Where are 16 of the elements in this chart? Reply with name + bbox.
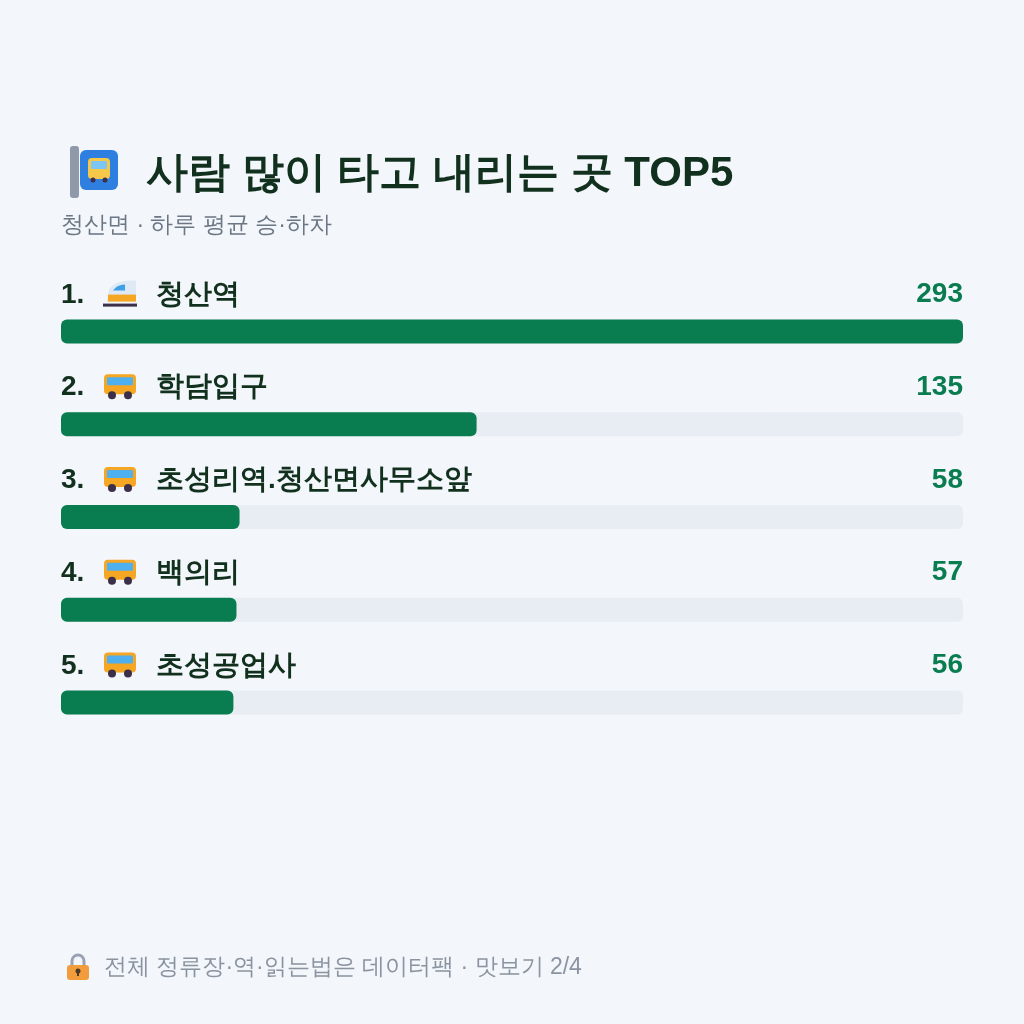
data-label: 293 bbox=[916, 277, 963, 309]
data-label: 58 bbox=[931, 462, 963, 494]
bar bbox=[61, 505, 240, 530]
chart-title: 사람 많이 타고 내리는 곳 TOP5 bbox=[146, 147, 734, 197]
bar bbox=[61, 597, 237, 622]
data-label: 57 bbox=[931, 555, 963, 587]
category-label: 5. 초성공업사 bbox=[61, 648, 296, 680]
category-label: 4. 백의리 bbox=[61, 555, 240, 587]
chart-subtitle: 청산면 · 하루 평균 승·하차 bbox=[61, 210, 332, 239]
category-label: 1. 청산역 bbox=[61, 277, 240, 309]
category-label: 2. 학담입구 bbox=[61, 369, 268, 401]
data-label: 56 bbox=[931, 648, 963, 680]
data-label: 135 bbox=[916, 369, 963, 401]
bar bbox=[61, 690, 234, 715]
category-label: 3. 초성리역.청산면사무소앞 bbox=[61, 462, 472, 494]
text: 전체 정류장·역·읽는법은 데이터팩 · 맛보기 2/4 bbox=[104, 952, 582, 981]
